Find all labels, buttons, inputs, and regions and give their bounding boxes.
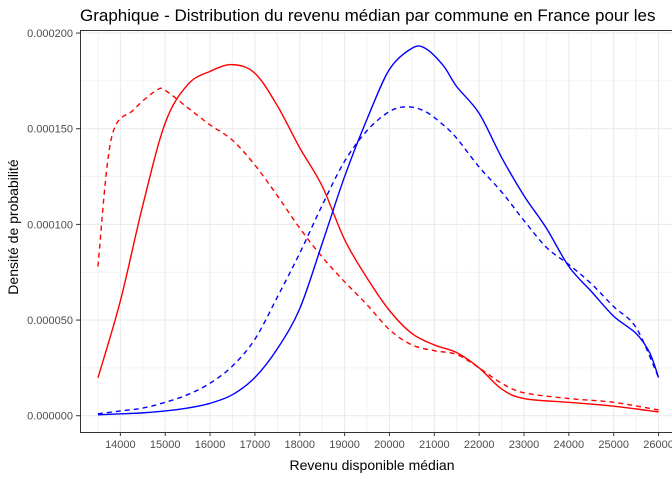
x-tick-label: 24000 xyxy=(554,439,585,451)
series-layer xyxy=(97,45,660,416)
x-tick-label: 21000 xyxy=(419,439,450,451)
y-tick-label: 0.000200 xyxy=(27,28,73,40)
y-tick-label: 0.000000 xyxy=(27,411,73,423)
x-tick-label: 16000 xyxy=(195,439,226,451)
y-axis: 0.000000 0.000050 0.000100 0.000150 0.000200 xyxy=(27,28,80,423)
x-tick-label: 18000 xyxy=(284,439,315,451)
y-axis-title: Densité de probabilité xyxy=(5,159,21,295)
y-tick-label: 0.000150 xyxy=(27,124,73,136)
y-tick-label: 0.000100 xyxy=(27,219,73,231)
series-line-blue-dashed xyxy=(97,106,660,415)
series-line-blue-solid xyxy=(97,45,660,416)
x-tick-label: 14000 xyxy=(105,439,136,451)
x-tick-label: 19000 xyxy=(329,439,360,451)
y-tick-label: 0.000050 xyxy=(27,315,73,327)
major-gridlines xyxy=(80,30,672,432)
minor-gridlines xyxy=(80,30,672,432)
x-tick-label: 20000 xyxy=(374,439,405,451)
panel-border xyxy=(80,30,672,433)
x-tick-label: 17000 xyxy=(240,439,271,451)
x-tick-label: 26000 xyxy=(643,439,672,451)
x-tick-label: 23000 xyxy=(509,439,540,451)
series-line-red-solid xyxy=(97,63,659,413)
x-axis-title: Revenu disponible médian xyxy=(290,457,455,473)
series-line-red-dashed xyxy=(97,87,659,411)
x-tick-label: 22000 xyxy=(464,439,495,451)
x-axis: 14000 15000 16000 17000 18000 19000 20000 21000… xyxy=(105,432,672,451)
x-tick-label: 15000 xyxy=(150,439,181,451)
x-tick-label: 25000 xyxy=(598,439,629,451)
chart-title: Graphique - Distribution du revenu média… xyxy=(80,6,655,25)
